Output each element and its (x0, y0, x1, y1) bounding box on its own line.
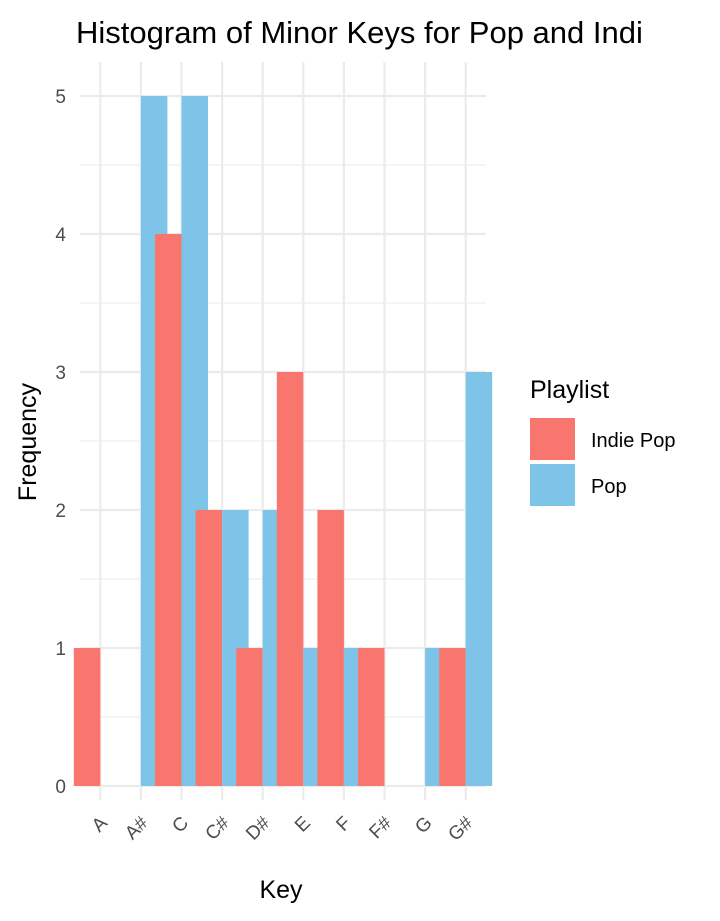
x-tick-label: G# (444, 812, 477, 845)
x-tick-label: E (291, 813, 315, 837)
x-tick-label: C# (202, 812, 234, 844)
y-tick-label: 1 (55, 639, 66, 660)
legend-label-pop: Pop (591, 476, 627, 498)
legend-swatch-indie-pop (530, 418, 575, 460)
x-tick-label: D# (242, 812, 274, 844)
x-tick-label: A# (121, 812, 153, 844)
y-tick-label: 5 (55, 87, 66, 108)
bar-indie-pop-dsharp (236, 648, 263, 786)
y-tick-label: 0 (55, 777, 66, 798)
bar-indie-pop-csharp (195, 510, 223, 786)
bar-indie-pop-fsharp (358, 648, 385, 786)
bars (73, 96, 493, 786)
x-tick-label: F (332, 813, 355, 836)
x-tick-label: C (168, 813, 193, 838)
legend: Playlist Indie Pop Pop (530, 376, 676, 506)
x-tick-labels: A A# C C# D# E F F# G G# (88, 812, 478, 845)
y-tick-label: 2 (55, 501, 66, 522)
legend-label-indie-pop: Indie Pop (591, 430, 676, 452)
y-tick-label: 3 (55, 363, 66, 384)
bar-pop-gsharp (465, 372, 493, 786)
bar-indie-pop-a (73, 648, 101, 786)
x-tick-label: F# (365, 812, 396, 843)
y-axis-title: Frequency (14, 382, 42, 501)
y-tick-labels: 0 1 2 3 4 5 (55, 87, 66, 798)
bar-indie-pop-e (276, 372, 304, 786)
bar-indie-pop-gsharp (439, 648, 466, 786)
y-tick-label: 4 (55, 225, 66, 246)
chart-title: Histogram of Minor Keys for Pop and Indi (76, 15, 643, 50)
bar-indie-pop-c (155, 234, 182, 786)
legend-title: Playlist (530, 376, 609, 404)
x-tick-label: G (411, 813, 436, 838)
legend-swatch-pop (530, 464, 575, 506)
x-tick-label: A (88, 812, 112, 836)
x-axis-title: Key (259, 876, 303, 904)
bar-indie-pop-f (317, 510, 344, 786)
